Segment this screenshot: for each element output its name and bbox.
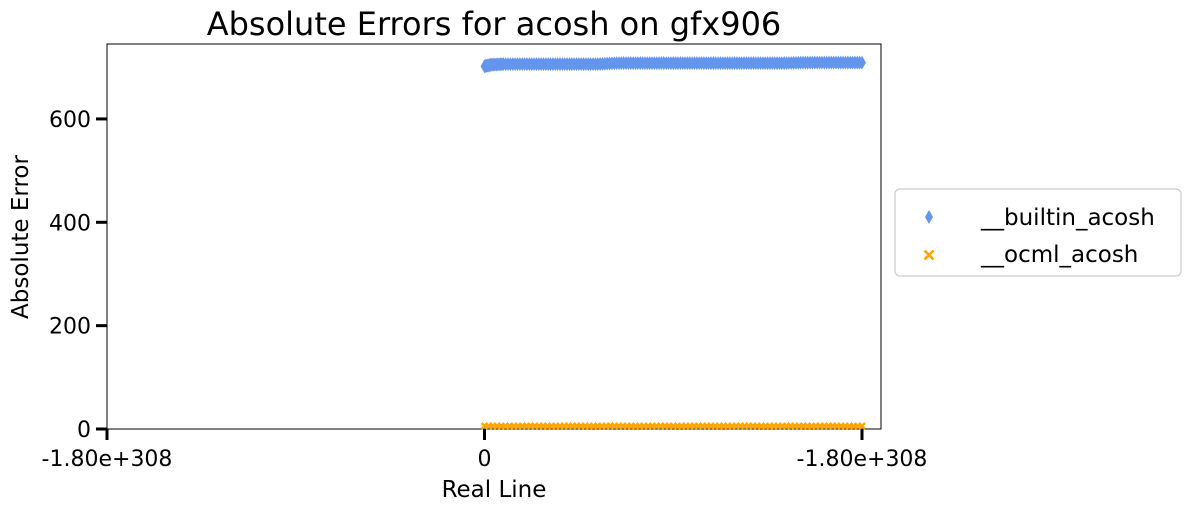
plot-frame [106, 43, 882, 430]
y-tick-label: 600 [49, 108, 91, 133]
x-axis-label: Real Line [442, 477, 547, 503]
series-builtin-acosh [480, 55, 866, 74]
x-tick-label: 0 [478, 447, 492, 472]
series-layer [480, 55, 866, 430]
legend-frame [894, 188, 1182, 277]
plot-area [106, 43, 882, 430]
chart-title: Absolute Errors for acosh on gfx906 [207, 5, 782, 43]
y-axis: 0 200 400 600 [49, 108, 107, 443]
x-axis: -1.80e+308 0 -1.80e+308 [42, 429, 928, 472]
y-tick-label: 0 [77, 418, 91, 443]
x-tick-label: -1.80e+308 [42, 447, 173, 472]
ocml-acosh-point [858, 422, 866, 430]
x-tick-label: -1.80e+308 [797, 447, 928, 472]
legend-marker-ocml-acosh [923, 249, 935, 261]
builtin-acosh-point [858, 55, 866, 70]
y-axis-label: Absolute Error [8, 155, 34, 319]
legend-label-ocml-acosh: __ocml_acosh [980, 242, 1138, 268]
series-ocml-acosh [480, 422, 866, 430]
y-tick-label: 200 [49, 315, 91, 340]
legend-label-builtin-acosh: __builtin_acosh [980, 205, 1155, 231]
y-tick-label: 400 [49, 211, 91, 236]
legend: __builtin_acosh __ocml_acosh [894, 188, 1182, 277]
legend-marker-builtin-acosh [925, 210, 933, 224]
